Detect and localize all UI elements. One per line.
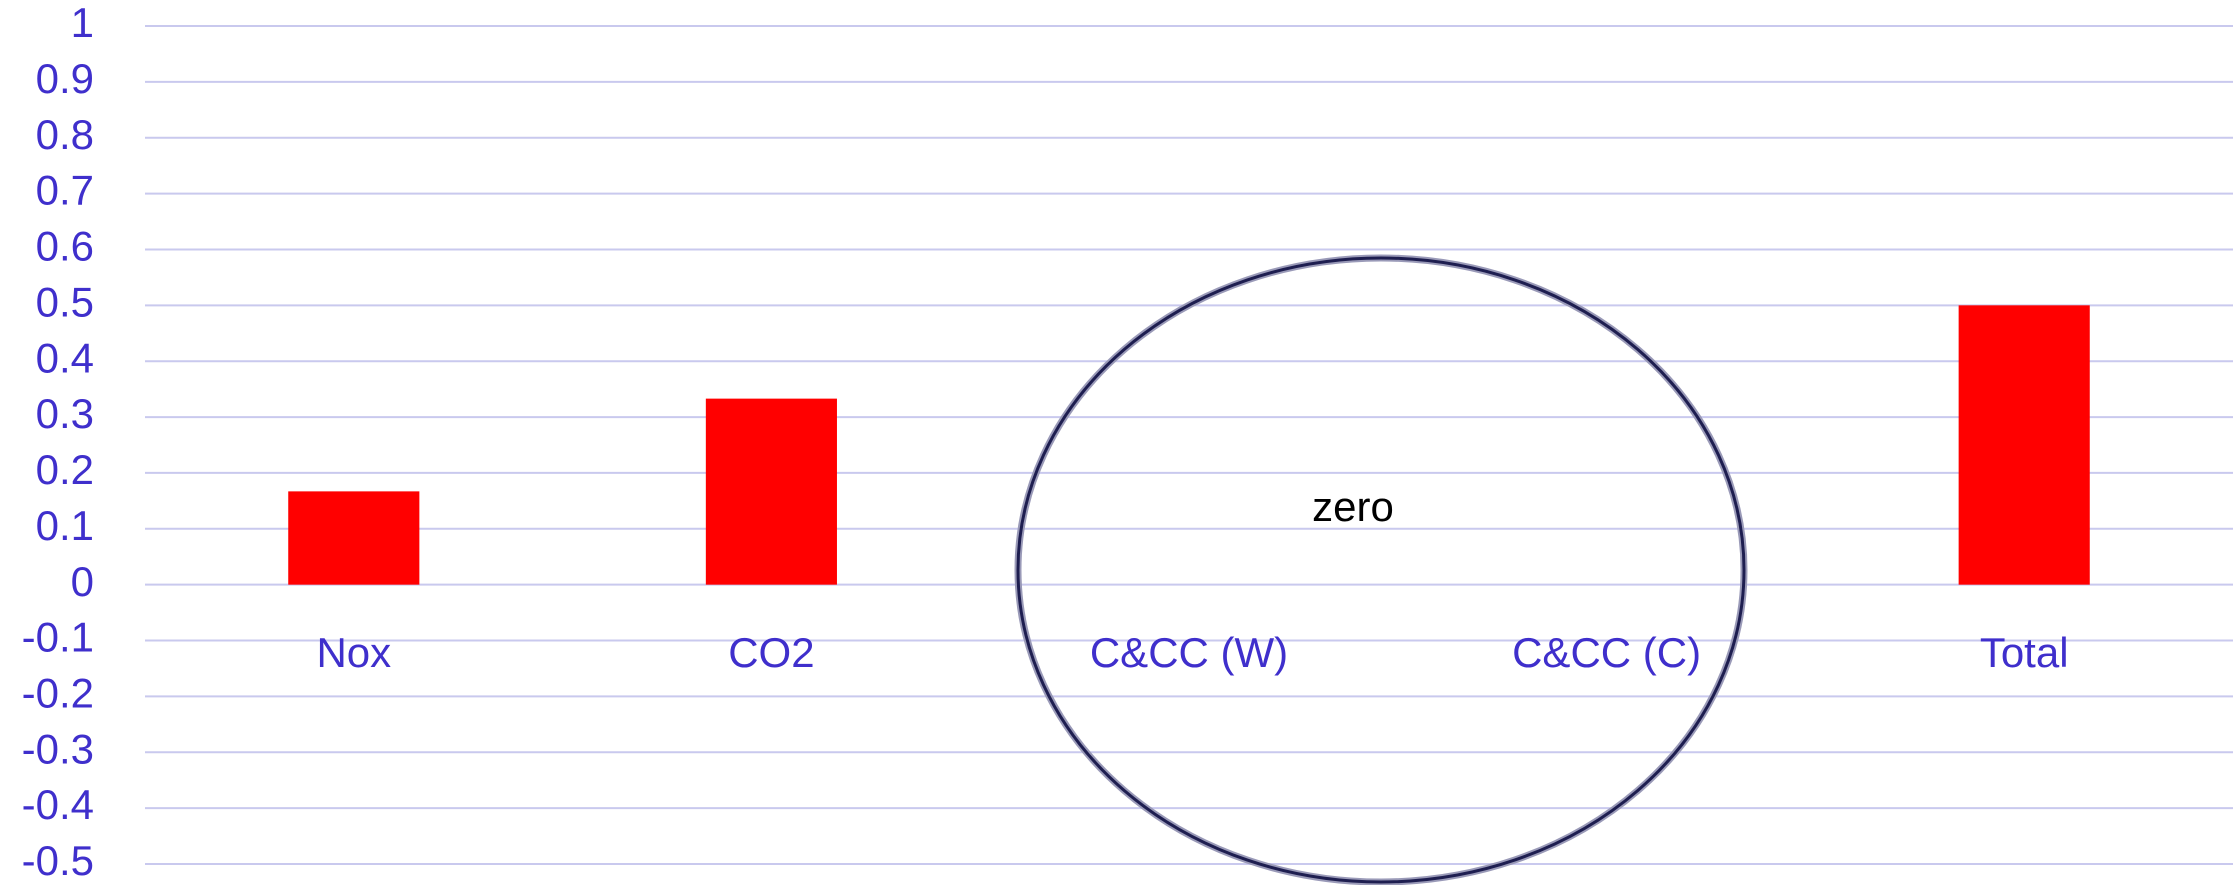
annotation-ellipse-inner <box>1016 256 1746 884</box>
grid <box>145 25 2233 865</box>
annotation-ellipse <box>1014 254 1748 885</box>
y-tick-label: 0.4 <box>36 334 94 381</box>
y-tick-label: 0.5 <box>36 278 94 325</box>
x-tick-label: Total <box>1980 629 2069 676</box>
bars <box>288 305 2090 585</box>
y-tick-label: 0.3 <box>36 390 94 437</box>
y-tick-label: 0 <box>71 558 94 605</box>
y-tick-label: -0.5 <box>22 837 94 884</box>
x-tick-label: C&CC (W) <box>1090 629 1288 676</box>
y-tick-label: 0.7 <box>36 167 94 214</box>
y-tick-label: -0.2 <box>22 669 94 716</box>
x-tick-label: C&CC (C) <box>1512 629 1701 676</box>
y-tick-label: 0.1 <box>36 502 94 549</box>
y-tick-label: 0.6 <box>36 223 94 270</box>
x-tick-label: CO2 <box>728 629 814 676</box>
y-tick-label: -0.4 <box>22 781 94 828</box>
annotation: zero <box>1312 483 1394 530</box>
y-tick-label: 1 <box>71 0 94 46</box>
bar <box>288 491 420 585</box>
bar <box>705 398 837 585</box>
y-tick-label: -0.3 <box>22 725 94 772</box>
x-tick-label: Nox <box>316 629 391 676</box>
y-tick-label: 0.9 <box>36 55 94 102</box>
y-tick-label: -0.1 <box>22 614 94 661</box>
y-tick-label: 0.2 <box>36 446 94 493</box>
y-tick-label: 0.8 <box>36 111 94 158</box>
bar <box>1958 305 2090 585</box>
